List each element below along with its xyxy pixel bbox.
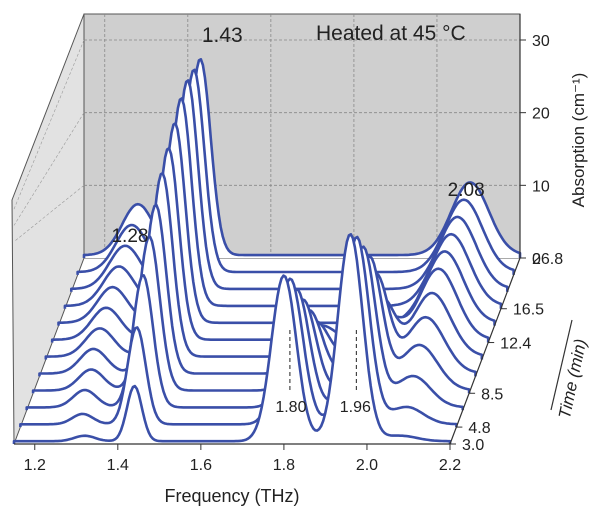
x-tick-label: 2.0 bbox=[356, 457, 378, 474]
y-tick-label: 0 bbox=[532, 251, 541, 268]
y-tick-label: 30 bbox=[532, 33, 550, 50]
y-tick-label: 20 bbox=[532, 106, 550, 123]
side-panel bbox=[11, 13, 85, 445]
time-tick-label: 26.8 bbox=[532, 251, 563, 268]
time-tick-label: 16.5 bbox=[513, 302, 544, 319]
chart-title: Heated at 45 °C bbox=[316, 22, 466, 45]
series-line bbox=[19, 235, 458, 428]
peak-label: 1.28 bbox=[111, 226, 148, 247]
time-axis-label: Time (min) bbox=[555, 337, 590, 420]
peak-label: 1.96 bbox=[340, 399, 371, 416]
x-tick-label: 1.4 bbox=[107, 457, 129, 474]
time-tick-label: 8.5 bbox=[481, 386, 503, 403]
axes-group: 1.2 1.4 1.6 1.8 2.0 2.2 0 10 20 30 3.04.8 8.5 12.4 16… bbox=[14, 14, 573, 474]
x-tick-label: 1.8 bbox=[273, 457, 295, 474]
time-tick-label: 3.0 bbox=[462, 437, 484, 454]
y-axis-label: Absorption (cm⁻¹) bbox=[569, 73, 588, 208]
series-line bbox=[50, 147, 490, 343]
series-group bbox=[12, 58, 522, 444]
x-tick-label: 1.6 bbox=[190, 457, 212, 474]
x-axis-label: Frequency (THz) bbox=[164, 486, 299, 506]
peak-label: 2.08 bbox=[448, 180, 485, 201]
series-line bbox=[31, 235, 471, 394]
time-tick-label: 4.8 bbox=[468, 420, 490, 437]
series-line bbox=[12, 233, 452, 444]
series-line bbox=[38, 203, 477, 377]
time-axis-line bbox=[449, 257, 521, 445]
time-axis-arrow bbox=[550, 319, 573, 411]
x-tick-label: 1.2 bbox=[24, 457, 46, 474]
peak-label: 1.43 bbox=[202, 24, 243, 47]
series-line bbox=[25, 245, 465, 411]
side-grid-line bbox=[13, 112, 85, 226]
x-tick-label: 2.2 bbox=[439, 457, 461, 474]
series-line bbox=[44, 171, 484, 360]
time-tick-label: 12.4 bbox=[500, 336, 531, 353]
y-tick-label: 10 bbox=[532, 178, 550, 195]
peak-label: 1.80 bbox=[275, 399, 306, 416]
side-grid-line bbox=[13, 39, 85, 210]
